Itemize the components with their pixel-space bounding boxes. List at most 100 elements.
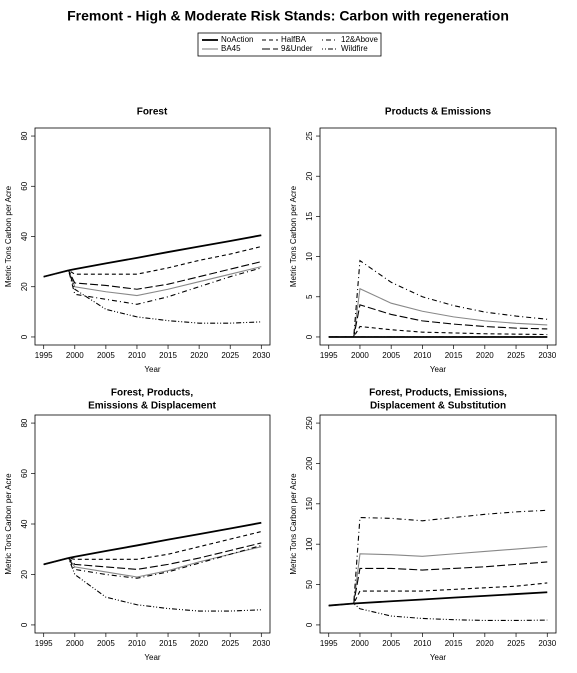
series-line xyxy=(43,266,262,297)
y-tick-label: 200 xyxy=(305,456,314,470)
legend-label: Wildfire xyxy=(341,44,368,53)
x-tick-label: 2005 xyxy=(382,351,400,360)
x-tick-label: 2020 xyxy=(190,351,208,360)
y-tick-label: 0 xyxy=(20,334,29,339)
x-tick-label: 2015 xyxy=(445,639,463,648)
x-tick-label: 2010 xyxy=(128,639,146,648)
x-tick-label: 2025 xyxy=(507,351,525,360)
x-axis-label: Year xyxy=(430,653,447,662)
x-tick-label: 2030 xyxy=(538,639,556,648)
panel-title: Forest, Products, xyxy=(111,388,193,399)
series-line xyxy=(43,269,262,324)
series-line xyxy=(328,582,548,607)
x-tick-label: 2005 xyxy=(97,639,115,648)
x-tick-label: 1995 xyxy=(35,639,53,648)
series-line xyxy=(328,591,548,607)
x-tick-label: 2015 xyxy=(159,639,177,648)
x-tick-label: 1995 xyxy=(35,351,53,360)
legend-box xyxy=(197,32,382,57)
y-axis-label: Metric Tons Carbon per Acre xyxy=(289,185,298,287)
x-tick-label: 2030 xyxy=(252,639,270,648)
series-line xyxy=(43,246,262,278)
legend-label: BA45 xyxy=(221,44,241,53)
x-tick-label: 2025 xyxy=(507,639,525,648)
x-tick-label: 2005 xyxy=(382,639,400,648)
x-tick-label: 1995 xyxy=(320,639,338,648)
x-axis-label: Year xyxy=(430,365,447,374)
figure-title: Fremont - High & Moderate Risk Stands: C… xyxy=(67,8,509,24)
panel-title: Products & Emissions xyxy=(385,107,492,118)
series-line xyxy=(328,304,548,338)
y-tick-label: 100 xyxy=(305,537,314,551)
x-tick-label: 2030 xyxy=(538,351,556,360)
x-tick-label: 2020 xyxy=(190,639,208,648)
y-tick-label: 80 xyxy=(20,418,29,427)
x-tick-label: 2010 xyxy=(128,351,146,360)
y-tick-label: 15 xyxy=(305,211,314,220)
x-tick-label: 2030 xyxy=(252,351,270,360)
series-line xyxy=(43,542,262,570)
x-tick-label: 2005 xyxy=(97,351,115,360)
series-line xyxy=(328,561,548,607)
y-tick-label: 60 xyxy=(20,181,29,190)
y-tick-label: 0 xyxy=(305,334,314,339)
y-tick-label: 10 xyxy=(305,252,314,261)
y-axis-label: Metric Tons Carbon per Acre xyxy=(4,473,13,575)
series-line xyxy=(43,557,262,612)
series-line xyxy=(43,531,262,565)
x-tick-label: 2000 xyxy=(351,639,369,648)
legend-label: NoAction xyxy=(221,35,253,44)
x-tick-label: 1995 xyxy=(320,351,338,360)
plot-frame xyxy=(319,414,557,634)
x-tick-label: 2010 xyxy=(413,639,431,648)
panel-title: Emissions & Displacement xyxy=(88,401,216,412)
legend-label: 9&Under xyxy=(281,44,313,53)
series-line xyxy=(43,261,262,290)
x-tick-label: 2010 xyxy=(413,351,431,360)
y-tick-label: 20 xyxy=(20,569,29,578)
series-line xyxy=(328,259,548,338)
y-axis-label: Metric Tons Carbon per Acre xyxy=(289,473,298,575)
panel-title: Displacement & Substitution xyxy=(370,401,506,412)
y-tick-label: 20 xyxy=(305,171,314,180)
series-line xyxy=(328,325,548,338)
series-line xyxy=(43,521,262,566)
x-tick-label: 2000 xyxy=(351,351,369,360)
series-line xyxy=(43,234,262,278)
y-axis-label: Metric Tons Carbon per Acre xyxy=(4,185,13,287)
y-tick-label: 60 xyxy=(20,469,29,478)
y-tick-label: 0 xyxy=(305,622,314,627)
y-tick-label: 50 xyxy=(305,580,314,589)
series-line xyxy=(328,509,548,607)
series-line xyxy=(328,602,548,622)
panel-title: Forest, Products, Emissions, xyxy=(369,388,507,399)
plot-frame xyxy=(319,127,557,346)
x-tick-label: 2015 xyxy=(159,351,177,360)
x-tick-label: 2020 xyxy=(476,351,494,360)
x-axis-label: Year xyxy=(144,365,161,374)
x-tick-label: 2015 xyxy=(445,351,463,360)
x-tick-label: 2025 xyxy=(221,639,239,648)
y-tick-label: 150 xyxy=(305,497,314,511)
x-axis-label: Year xyxy=(144,653,161,662)
y-tick-label: 25 xyxy=(305,131,314,140)
y-tick-label: 20 xyxy=(20,282,29,291)
series-line xyxy=(328,546,548,607)
legend-label: HalfBA xyxy=(281,35,307,44)
series-line xyxy=(43,544,262,579)
x-tick-label: 2025 xyxy=(221,351,239,360)
x-tick-label: 2000 xyxy=(66,639,84,648)
series-line xyxy=(43,267,262,305)
series-line xyxy=(328,287,548,338)
y-tick-label: 0 xyxy=(20,622,29,627)
y-tick-label: 40 xyxy=(20,232,29,241)
legend-label: 12&Above xyxy=(341,35,378,44)
x-tick-label: 2020 xyxy=(476,639,494,648)
y-tick-label: 5 xyxy=(305,294,314,299)
panel-title: Forest xyxy=(137,107,168,118)
y-tick-label: 250 xyxy=(305,416,314,430)
y-tick-label: 80 xyxy=(20,131,29,140)
x-tick-label: 2000 xyxy=(66,351,84,360)
y-tick-label: 40 xyxy=(20,519,29,528)
